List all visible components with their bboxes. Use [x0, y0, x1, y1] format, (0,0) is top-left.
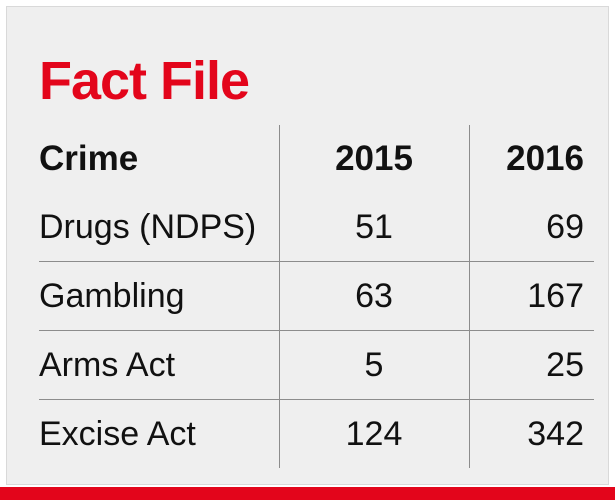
table-row: Drugs (NDPS) 51 69 [39, 193, 594, 262]
fact-table: Crime 2015 2016 Drugs (NDPS) 51 69 Gambl… [39, 125, 594, 468]
table-row: Gambling 63 167 [39, 261, 594, 331]
cell-2016: 167 [468, 261, 594, 331]
cell-2016: 69 [468, 193, 594, 262]
column-header-2015: 2015 [278, 125, 469, 193]
cell-2015: 51 [278, 193, 469, 262]
cell-crime: Excise Act [39, 399, 279, 468]
cell-crime: Gambling [39, 261, 279, 331]
cell-2016: 342 [468, 399, 594, 468]
cell-2015: 63 [278, 261, 469, 331]
column-header-2016: 2016 [468, 125, 594, 193]
table-row: Excise Act 124 342 [39, 399, 594, 468]
table-row: Arms Act 5 25 [39, 330, 594, 400]
cell-2015: 124 [278, 399, 469, 468]
accent-bar [0, 487, 615, 500]
cell-2015: 5 [278, 330, 469, 400]
column-header-crime: Crime [39, 139, 139, 178]
cell-crime: Arms Act [39, 330, 279, 400]
chart-title: Fact File [39, 51, 250, 111]
table-header-row: Crime 2015 2016 [39, 125, 594, 193]
cell-crime: Drugs (NDPS) [39, 207, 257, 246]
fact-file-panel: Fact File Crime 2015 2016 Drugs (NDPS) 5… [6, 6, 609, 485]
cell-2016: 25 [468, 330, 594, 400]
